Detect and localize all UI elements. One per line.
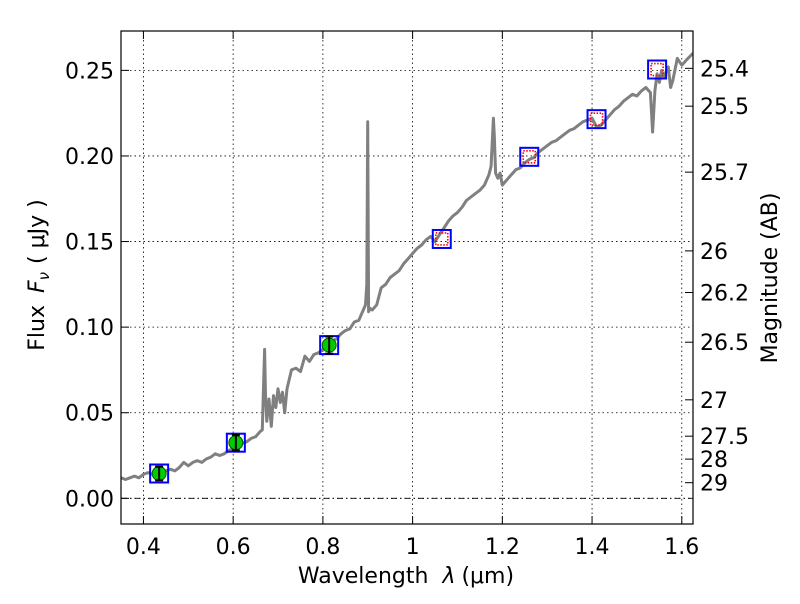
magnitude-tick-label: 26 — [700, 240, 728, 265]
spectrum-line — [121, 52, 693, 481]
magnitude-tick-label: 25.4 — [700, 57, 749, 82]
y-tick-label: 0.05 — [65, 402, 114, 427]
y-tick-label: 0.25 — [65, 59, 114, 84]
x-tick-label: 0.4 — [126, 535, 161, 560]
magnitude-tick-label: 27.5 — [700, 425, 749, 450]
upper-limit-square — [434, 232, 449, 246]
upper-limit-square — [522, 150, 537, 164]
axes-border — [120, 30, 694, 525]
x-tick-label: 1.2 — [485, 535, 520, 560]
upper-limit-square — [589, 112, 604, 126]
model-photometry-square — [431, 228, 452, 249]
model-photometry-square — [149, 463, 170, 484]
y-axis-title: FluxFν( μJy ) — [25, 199, 53, 350]
model-photometry-square — [225, 432, 246, 453]
model-photometry-square — [519, 146, 540, 167]
x-axis: 0.4 0.6 0.8 1 1.2 1.4 1.6 — [126, 31, 699, 560]
x-tick-label: 0.8 — [305, 535, 340, 560]
plot-area — [121, 52, 693, 484]
model-photometry-square — [647, 59, 668, 80]
y-tick-label: 0.00 — [65, 487, 114, 512]
magnitude-tick-label: 28 — [700, 448, 728, 473]
model-photometry-square — [586, 109, 607, 130]
magnitude-tick-label: 25.7 — [700, 161, 749, 186]
y-tick-label: 0.15 — [65, 231, 114, 256]
y-tick-label: 0.20 — [65, 145, 114, 170]
magnitude-tick-label: 29 — [700, 472, 728, 497]
y-tick-label: 0.10 — [65, 316, 114, 341]
x-tick-label: 1.6 — [664, 535, 699, 560]
y-axis: 0.00 0.05 0.10 0.15 0.20 0.25 — [65, 59, 129, 512]
x-tick-label: 1 — [406, 535, 420, 560]
upper-limit-square — [650, 62, 664, 77]
right-axis-title: Magnitude (AB) — [758, 193, 783, 364]
x-tick-label: 0.6 — [216, 535, 251, 560]
magnitude-tick-label: 27 — [700, 389, 728, 414]
magnitude-tick-label: 26.2 — [700, 282, 749, 307]
x-axis-title: Wavelength λ (μm) — [298, 564, 514, 589]
magnitude-tick-label: 25.5 — [700, 95, 749, 120]
magnitude-tick-label: 26.5 — [700, 331, 749, 356]
axes-frame — [120, 30, 694, 525]
x-tick-label: 1.4 — [575, 535, 610, 560]
grid — [121, 31, 693, 524]
